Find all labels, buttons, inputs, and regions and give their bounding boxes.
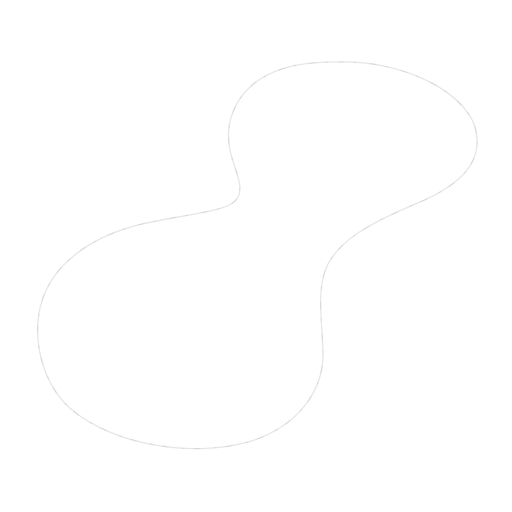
curve-path-texture [37,61,478,450]
curve-path [37,61,478,450]
